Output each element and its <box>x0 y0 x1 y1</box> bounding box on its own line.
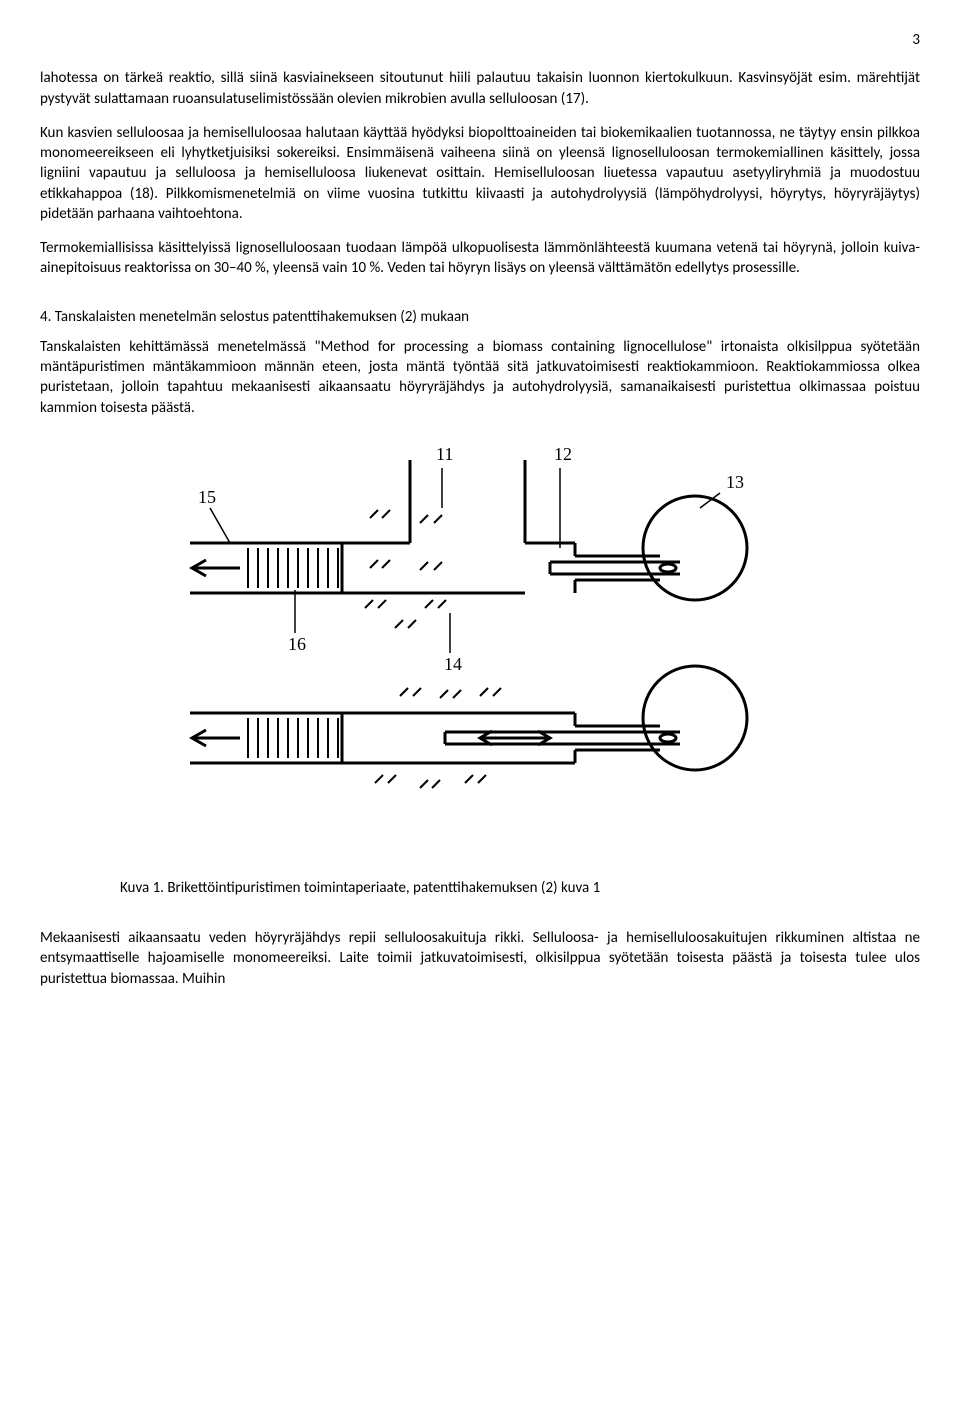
paragraph-2: Kun kasvien selluloosaa ja hemiselluloos… <box>40 123 920 224</box>
page-number: 3 <box>40 30 920 50</box>
fig-label-16: 16 <box>288 634 306 654</box>
fig-label-13: 13 <box>726 472 744 492</box>
fig-label-12: 12 <box>554 448 572 464</box>
figure-1: 11 12 13 14 15 16 <box>120 448 920 868</box>
fig-label-15: 15 <box>198 487 216 507</box>
paragraph-5: Mekaanisesti aikaansaatu veden höyryräjä… <box>40 928 920 989</box>
figure-svg: 11 12 13 14 15 16 <box>120 448 760 868</box>
fig-label-14: 14 <box>444 654 462 674</box>
figure-1-caption: Kuva 1. Brikettöintipuristimen toimintap… <box>120 878 920 898</box>
paragraph-3: Termokemiallisissa käsittelyissä lignose… <box>40 238 920 279</box>
paragraph-4: Tanskalaisten kehittämässä menetelmässä … <box>40 337 920 418</box>
section-heading-4: 4. Tanskalaisten menetelmän selostus pat… <box>40 307 920 327</box>
paragraph-1: lahotessa on tärkeä reaktio, sillä siinä… <box>40 68 920 109</box>
fig-label-11: 11 <box>436 448 453 464</box>
